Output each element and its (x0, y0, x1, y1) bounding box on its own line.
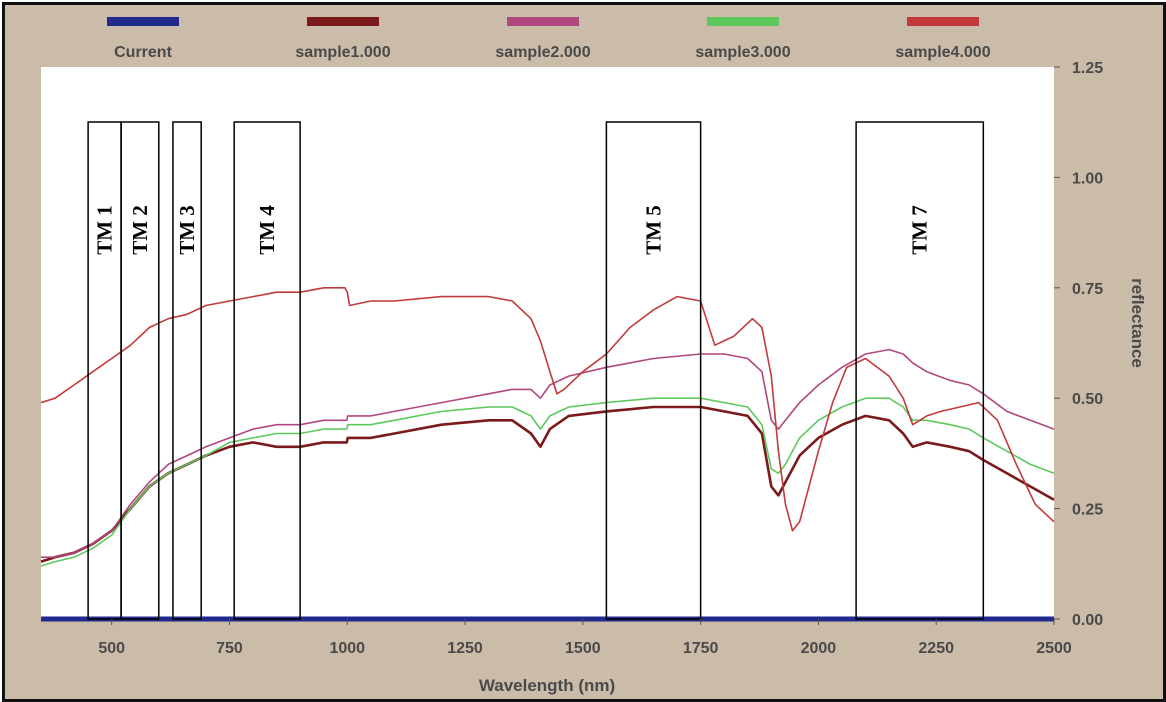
x-tick-label: 500 (98, 640, 125, 657)
band-label-tm-4: TM 4 (255, 205, 279, 255)
y-tick-label: 0.50 (1072, 391, 1103, 408)
band-label-tm-7: TM 7 (908, 205, 932, 255)
band-box-tm-4 (233, 121, 301, 620)
x-tick-label: 1750 (683, 640, 719, 657)
band-box-tm-7 (855, 121, 985, 620)
legend-swatch-sample2-000 (507, 17, 579, 26)
band-label-tm-3: TM 3 (175, 205, 199, 255)
series-line-sample4-000 (40, 287, 1055, 532)
y-tick-label: 0.25 (1072, 502, 1103, 519)
plot-area (41, 67, 1054, 619)
legend: Current sample1.000 sample2.000 sample3.000… (107, 17, 991, 61)
y-axis-ticks: 0.00 0.25 0.50 0.75 1.00 1.25 (1054, 60, 1103, 629)
legend-label-current: Current (114, 44, 172, 61)
y-tick-label: 1.00 (1072, 170, 1103, 187)
band-boxes: TM 1 TM 2 TM 3 TM 4 TM 5 TM 7 (87, 121, 985, 620)
legend-label-sample4-000: sample4.000 (895, 44, 990, 61)
x-axis-title: Wavelength (nm) (479, 676, 615, 695)
y-tick-label: 0.75 (1072, 281, 1103, 298)
y-axis-title: reflectance (1128, 278, 1147, 368)
x-tick-label: 2250 (918, 640, 954, 657)
x-tick-label: 750 (216, 640, 243, 657)
x-tick-label: 2000 (801, 640, 837, 657)
legend-swatch-sample4-000 (907, 17, 979, 26)
legend-swatch-sample3-000 (707, 17, 779, 26)
y-tick-label: 0.00 (1072, 612, 1103, 629)
legend-label-sample2-000: sample2.000 (495, 44, 590, 61)
band-label-tm-2: TM 2 (128, 205, 152, 255)
legend-swatch-sample1-000 (307, 17, 379, 26)
reflectance-chart: Current sample1.000 sample2.000 sample3.000… (40, 17, 1147, 695)
x-tick-label: 1250 (447, 640, 483, 657)
band-label-tm-1: TM 1 (93, 205, 117, 255)
legend-label-sample3-000: sample3.000 (695, 44, 790, 61)
y-tick-label: 1.25 (1072, 60, 1103, 77)
x-tick-label: 1000 (329, 640, 365, 657)
series-line-sample2-000 (41, 348, 1055, 558)
band-box-tm-5 (605, 121, 702, 620)
series-line-sample3-000 (40, 397, 1055, 567)
legend-label-sample1-000: sample1.000 (295, 44, 390, 61)
band-box-tm-3 (172, 121, 202, 620)
band-box-tm-2 (120, 121, 160, 620)
band-label-tm-5: TM 5 (642, 205, 666, 255)
x-tick-label: 2500 (1036, 640, 1072, 657)
legend-swatch-current (107, 17, 179, 26)
x-axis-ticks: 500 750 1000 1250 1500 1750 2000 2250 2500 (98, 619, 1072, 657)
x-tick-label: 1500 (565, 640, 601, 657)
